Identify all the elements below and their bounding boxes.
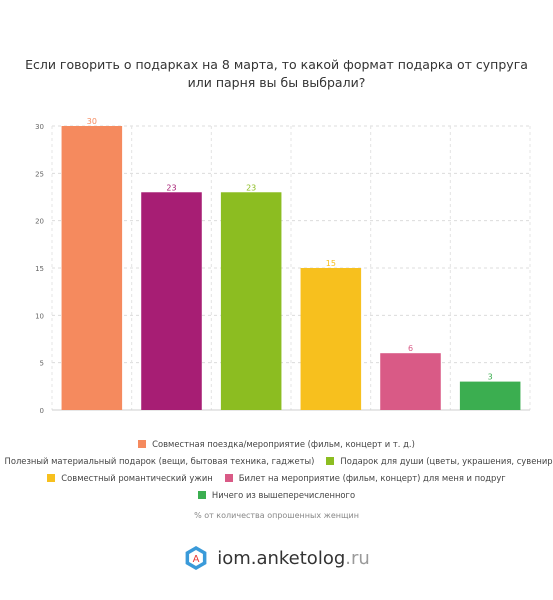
bar-value-label: 15 xyxy=(326,259,336,268)
legend-label: Совместная поездка/мероприятие (фильм, к… xyxy=(152,438,415,449)
brand-footer[interactable]: A iom.anketolog.ru xyxy=(0,545,553,571)
legend-label: Билет на мероприятие (фильм, концерт) дл… xyxy=(238,472,506,483)
chart-legend: Совместная поездка/мероприятие (фильм, к… xyxy=(0,435,553,503)
y-tick-label: 25 xyxy=(35,170,44,178)
y-tick-label: 15 xyxy=(35,265,44,273)
bar-value-label: 23 xyxy=(166,183,176,192)
bar xyxy=(61,126,123,410)
legend-label: Совместный романтический ужин xyxy=(61,472,213,483)
legend-swatch xyxy=(224,473,233,482)
bar xyxy=(300,268,362,410)
chart-title: Если говорить о подарках на 8 марта, то … xyxy=(25,57,528,90)
legend-label: Полезный материальный подарок (вещи, быт… xyxy=(4,455,315,466)
svg-text:A: A xyxy=(193,554,200,565)
legend-row: Полезный материальный подарок (вещи, быт… xyxy=(0,452,553,469)
brand-tld: .ru xyxy=(345,547,370,569)
y-tick-label: 0 xyxy=(40,407,44,415)
brand-domain: iom.anketolog xyxy=(217,547,346,569)
legend-label: Ничего из вышеперечисленного xyxy=(211,489,356,500)
bar xyxy=(459,381,521,410)
bar-value-label: 30 xyxy=(87,117,97,126)
legend-swatch xyxy=(138,439,147,448)
legend-item[interactable]: Ничего из вышеперечисленного xyxy=(197,489,356,500)
bar xyxy=(141,192,202,410)
legend-swatch xyxy=(197,490,206,499)
legend-item[interactable]: Полезный материальный подарок (вещи, быт… xyxy=(0,455,315,466)
legend-item[interactable]: Совместный романтический ужин xyxy=(47,472,213,483)
legend-item[interactable]: Подарок для души (цветы, украшения, суве… xyxy=(326,456,553,466)
bar-value-label: 6 xyxy=(408,344,413,353)
legend-row: Ничего из вышеперечисленного xyxy=(0,486,553,503)
legend-swatch xyxy=(47,473,56,482)
legend-row: Совместный романтический ужин Билет на ме… xyxy=(0,469,553,486)
y-tick-label: 10 xyxy=(35,312,44,320)
legend-label: Подарок для души (цветы, украшения, суве… xyxy=(340,455,553,466)
y-tick-label: 20 xyxy=(35,218,44,226)
legend-row: Совместная поездка/мероприятие (фильм, к… xyxy=(0,435,553,452)
brand-name: iom.anketolog.ru xyxy=(217,548,370,569)
bar-chart: 0 5 10 15 20 25 30 30 23 23 15 6 3 xyxy=(35,117,531,415)
legend-swatch xyxy=(326,456,335,465)
bar-value-label: 23 xyxy=(246,183,256,192)
y-tick-label: 5 xyxy=(40,360,44,368)
bar-value-label: 3 xyxy=(488,373,493,382)
y-tick-label: 30 xyxy=(35,123,44,131)
legend-item[interactable]: Совместная поездка/мероприятие (фильм, к… xyxy=(138,439,415,449)
anketolog-logo-icon: A xyxy=(185,546,207,570)
chart-footnote: % от количества опрошенных женщин xyxy=(194,511,359,520)
legend-item[interactable]: Билет на мероприятие (фильм, концерт) дл… xyxy=(224,472,506,483)
bar xyxy=(220,192,282,410)
bar xyxy=(380,353,441,410)
